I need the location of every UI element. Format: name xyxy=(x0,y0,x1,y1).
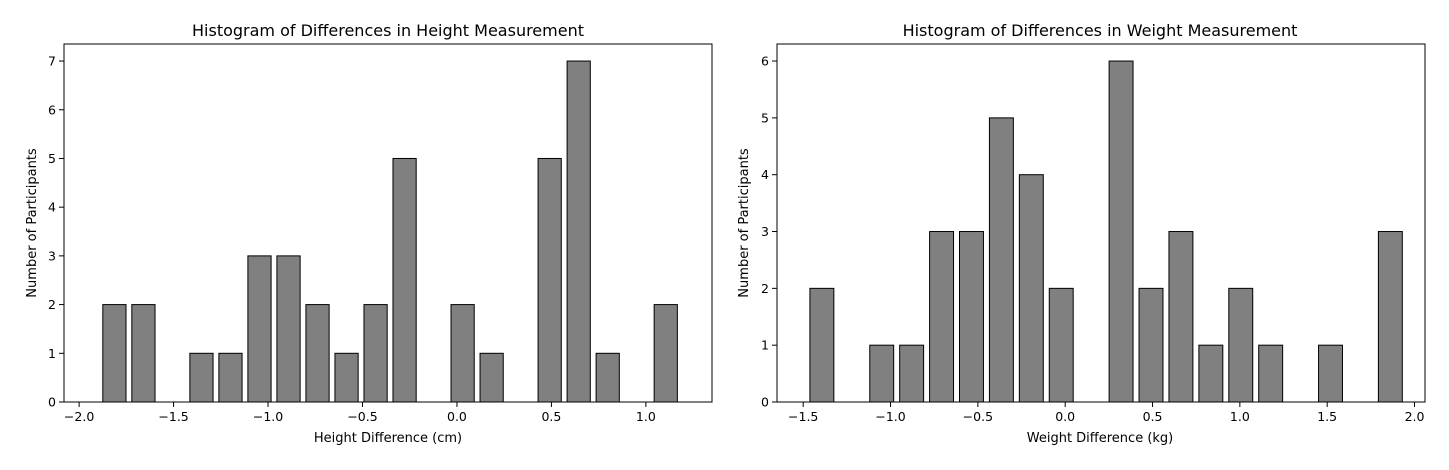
x-tick-label: 0.5 xyxy=(1143,409,1163,424)
y-tick-label: 6 xyxy=(761,54,769,69)
x-tick-label: −0.5 xyxy=(347,409,377,424)
x-tick-label: −1.5 xyxy=(158,409,188,424)
chart-title: Histogram of Differences in Weight Measu… xyxy=(903,21,1298,40)
x-tick-label: −1.0 xyxy=(875,409,905,424)
x-tick-label: 1.0 xyxy=(1230,409,1250,424)
histogram-bar xyxy=(334,352,359,403)
y-tick-label: 5 xyxy=(761,110,769,125)
y-tick-label: 1 xyxy=(761,338,769,353)
histogram-bar xyxy=(1108,60,1134,403)
histogram-bar xyxy=(566,60,591,403)
y-ticks: 0 1 2 3 4 5 6 7 xyxy=(48,54,64,410)
histogram-bar xyxy=(450,304,475,403)
histogram-bar xyxy=(653,304,678,403)
histogram-bar xyxy=(899,344,925,403)
plot-frame xyxy=(776,43,1426,403)
x-ticks: −2.0 −1.5 −1.0 −0.5 0.0 0.5 1.0 xyxy=(64,402,656,424)
histogram-bar xyxy=(218,352,243,403)
y-ticks: 0 1 2 3 4 5 6 xyxy=(761,54,777,410)
y-tick-label: 2 xyxy=(761,281,769,296)
y-tick-label: 3 xyxy=(761,224,769,239)
histogram-bar xyxy=(247,255,272,403)
x-tick-label: 1.0 xyxy=(636,409,656,424)
x-axis-label: Height Difference (cm) xyxy=(314,431,462,446)
histogram-bar xyxy=(537,157,562,403)
histogram-bar xyxy=(929,231,955,403)
x-tick-label: −1.5 xyxy=(788,409,818,424)
histogram-bar xyxy=(392,157,417,403)
x-tick-label: −2.0 xyxy=(64,409,94,424)
histogram-bar xyxy=(1228,287,1254,403)
weight-histogram: Histogram of Differences in Weight Measu… xyxy=(737,21,1426,446)
y-tick-label: 1 xyxy=(48,346,56,361)
bars xyxy=(102,60,678,403)
histogram-bar xyxy=(809,287,835,403)
x-tick-label: 0.5 xyxy=(541,409,561,424)
histogram-bar xyxy=(102,304,127,403)
y-tick-label: 2 xyxy=(48,297,56,312)
histogram-bar xyxy=(595,352,620,403)
histogram-bar xyxy=(363,304,388,403)
x-tick-label: −1.0 xyxy=(253,409,283,424)
y-tick-label: 4 xyxy=(761,167,769,182)
x-tick-label: 2.0 xyxy=(1405,409,1425,424)
x-tick-label: 0.0 xyxy=(1055,409,1075,424)
histogram-bar xyxy=(131,304,156,403)
x-axis-label: Weight Difference (kg) xyxy=(1027,431,1174,446)
y-tick-label: 7 xyxy=(48,54,56,69)
histogram-bar xyxy=(1138,287,1164,403)
histogram-bar xyxy=(1318,344,1343,403)
histogram-bar xyxy=(479,352,504,403)
histogram-bar xyxy=(1198,344,1224,403)
y-tick-label: 6 xyxy=(48,102,56,117)
histogram-bar xyxy=(1258,344,1284,403)
x-tick-label: −0.5 xyxy=(963,409,993,424)
histogram-bar xyxy=(1018,174,1044,403)
bars xyxy=(809,60,1403,403)
histogram-bar xyxy=(189,352,214,403)
height-histogram: Histogram of Differences in Height Measu… xyxy=(25,21,713,446)
histogram-bar xyxy=(1377,231,1403,403)
histogram-bar xyxy=(869,344,895,403)
histogram-bar xyxy=(1048,287,1074,403)
chart-title: Histogram of Differences in Height Measu… xyxy=(192,21,584,40)
y-axis-label: Number of Participants xyxy=(25,148,40,298)
histogram-bar xyxy=(1168,231,1194,403)
y-tick-label: 4 xyxy=(48,200,56,215)
histogram-bar xyxy=(959,231,984,403)
y-axis-label: Number of Participants xyxy=(737,148,752,298)
histogram-bar xyxy=(988,117,1014,403)
histogram-bar xyxy=(305,304,330,403)
y-tick-label: 5 xyxy=(48,151,56,166)
plot-frame xyxy=(63,43,713,403)
y-tick-label: 3 xyxy=(48,248,56,263)
x-tick-label: 0.0 xyxy=(447,409,467,424)
y-tick-label: 0 xyxy=(48,395,56,410)
histogram-bar xyxy=(276,255,301,403)
y-tick-label: 0 xyxy=(761,395,769,410)
x-ticks: −1.5 −1.0 −0.5 0.0 0.5 1.0 1.5 2.0 xyxy=(788,402,1425,424)
x-tick-label: 1.5 xyxy=(1317,409,1337,424)
